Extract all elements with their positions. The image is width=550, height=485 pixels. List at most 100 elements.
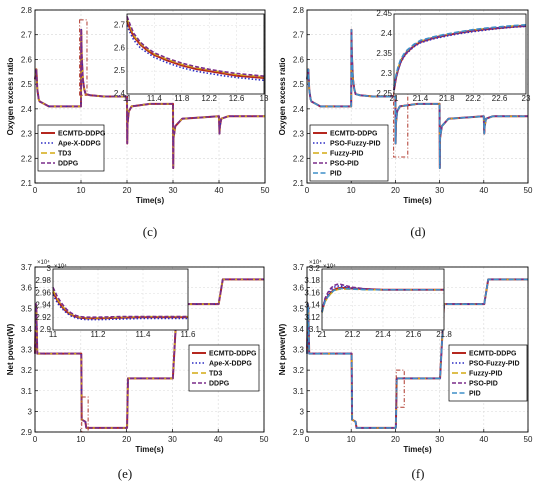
y-axis-label: Oxygen excess ratio xyxy=(6,57,15,135)
legend-entry: PSO-PID xyxy=(330,161,359,168)
y-tick-label: 2.4 xyxy=(21,105,33,114)
y-tick-label: 2.9 xyxy=(293,428,305,437)
inset-y-tick-label: 2.25 xyxy=(376,89,392,98)
inset-x-tick-label: 11.2 xyxy=(91,330,107,339)
inset-series-line-ddpg xyxy=(52,286,188,318)
legend-entry: TD3 xyxy=(209,371,222,378)
inset-y-tick-label: 2.9 xyxy=(40,325,52,334)
highlight-box xyxy=(393,92,409,158)
inset-x-tick-label: 22.6 xyxy=(492,94,508,103)
inset-x-tick-label: 11.6 xyxy=(181,330,197,339)
inset-y-tick-label: 2.94 xyxy=(35,301,51,310)
inset-multiplier: ×10⁴ xyxy=(323,263,336,270)
inset-y-tick-label: 2.7 xyxy=(114,20,126,29)
axis-multiplier: ×10⁴ xyxy=(309,259,322,266)
inset-multiplier: ×10⁴ xyxy=(54,263,67,270)
inset-series-line-ape-x-ddpg xyxy=(126,25,265,82)
chart-panel-c: 0 10 20 30 40 50 2.1 2.2 2.3 2.4 2.5 2.6 2.7 2.8 Time(… xyxy=(6,6,270,239)
inset-y-tick-label: 3.1 xyxy=(309,325,321,334)
inset-y-tick-label: 2.35 xyxy=(376,49,392,58)
x-tick-label: 40 xyxy=(215,186,224,195)
inset-frame xyxy=(126,13,265,95)
inset-y-tick-label: 3.16 xyxy=(304,288,320,297)
series-line-pid xyxy=(306,29,528,170)
inset-x-tick-label: 21.8 xyxy=(436,330,452,339)
inset-panel: 21 21.2 21.4 21.6 21.8 3.1 3.12 3.14 3.16 3.18 3.2… xyxy=(304,263,452,339)
inset-x-tick-label: 21.2 xyxy=(345,330,361,339)
x-tick-label: 0 xyxy=(305,435,310,444)
chart-panel-d: 0 10 20 30 40 50 2.1 2.2 2.3 2.4 2.5 2.6 2.7 2.8 Time(… xyxy=(278,6,533,239)
legend: ECMTD-DDPG PSO-Fuzzy-PID Fuzzy-PID PSO-PID P… xyxy=(309,124,389,182)
x-tick-label: 50 xyxy=(524,186,533,195)
plot-frame xyxy=(34,9,266,184)
x-axis-label: Time(s) xyxy=(403,445,432,454)
panel-caption: (d) xyxy=(410,224,425,239)
y-tick-label: 3.1 xyxy=(21,387,33,396)
inset-y-tick-label: 2.96 xyxy=(35,288,51,297)
y-tick-label: 2.9 xyxy=(21,428,33,437)
y-tick-label: 3.7 xyxy=(293,263,305,272)
inset-panel: 21 21.4 21.8 22.2 22.6 23 2.25 2.3 2.35 2.4 2.45 xyxy=(376,9,531,103)
series-line-ddpg xyxy=(34,278,264,429)
legend-entry: DDPG xyxy=(58,161,79,168)
inset-x-tick-label: 23 xyxy=(522,94,531,103)
legend-entry: PSO-Fuzzy-PID xyxy=(469,361,520,368)
inset-series-line-ecmtd-ddpg xyxy=(126,20,265,79)
inset-x-tick-label: 12.6 xyxy=(229,94,245,103)
inset-x-tick-label: 11.4 xyxy=(136,330,152,339)
panel-caption: (c) xyxy=(143,224,157,239)
inset-x-tick-label: 21.8 xyxy=(439,94,455,103)
legend: ECMTD-DDPG Ape-X-DDPG TD3 DDPG xyxy=(188,344,260,392)
y-tick-label: 2.3 xyxy=(293,130,305,139)
x-tick-label: 30 xyxy=(169,186,178,195)
series-line-pid xyxy=(306,278,528,429)
legend-entry: Ape-X-DDPG xyxy=(58,141,101,148)
chart-panel-f: 0 10 20 30 40 50 2.9 3 3.1 3.2 3.3 3.4 3.5 3.6 3.7 Time… xyxy=(278,259,533,481)
x-tick-label: 50 xyxy=(260,435,269,444)
inset-series-line-ddpg xyxy=(126,16,265,77)
x-tick-label: 30 xyxy=(435,435,444,444)
x-tick-label: 40 xyxy=(479,435,488,444)
highlight-box xyxy=(395,369,405,408)
axis-multiplier: ×10⁴ xyxy=(37,259,50,266)
inset-y-tick-label: 3.14 xyxy=(304,301,320,310)
legend-entry: PSO-Fuzzy-PID xyxy=(330,141,381,148)
legend-entry: Fuzzy-PID xyxy=(330,151,363,158)
legend-entry: ECMTD-DDPG xyxy=(330,131,378,138)
inset-x-tick-label: 21 xyxy=(318,330,327,339)
y-tick-label: 3.4 xyxy=(21,325,33,334)
inset-y-tick-label: 2.98 xyxy=(35,276,51,285)
x-axis-label: Time(s) xyxy=(136,196,165,205)
inset-frame xyxy=(321,268,445,331)
inset-series-line-ape-x-ddpg xyxy=(52,294,188,321)
inset-y-tick-label: 3.12 xyxy=(304,313,320,322)
y-tick-label: 2.2 xyxy=(293,154,305,163)
inset-y-tick-label: 2.45 xyxy=(376,9,392,18)
x-tick-label: 30 xyxy=(168,435,177,444)
inset-y-tick-label: 3.2 xyxy=(309,264,321,273)
y-tick-label: 3.3 xyxy=(21,346,33,355)
inset-y-tick-label: 2.4 xyxy=(381,29,393,38)
y-tick-label: 2.2 xyxy=(21,154,33,163)
x-tick-label: 0 xyxy=(33,186,38,195)
inset-x-tick-label: 11.4 xyxy=(147,94,163,103)
inset-x-tick-label: 21.4 xyxy=(413,94,429,103)
y-tick-label: 3.5 xyxy=(21,304,33,313)
y-tick-label: 2.5 xyxy=(21,80,33,89)
legend-entry: TD3 xyxy=(58,151,71,158)
y-tick-label: 2.5 xyxy=(293,80,305,89)
y-tick-label: 2.8 xyxy=(293,6,305,15)
y-tick-label: 3.2 xyxy=(293,366,305,375)
inset-x-tick-label: 22.2 xyxy=(465,94,481,103)
x-tick-label: 10 xyxy=(347,186,356,195)
legend-entry: Fuzzy-PID xyxy=(469,371,502,378)
y-tick-label: 2.7 xyxy=(293,31,305,40)
x-tick-label: 50 xyxy=(261,186,270,195)
x-tick-label: 0 xyxy=(33,435,38,444)
y-tick-label: 3.6 xyxy=(293,284,305,293)
x-tick-label: 20 xyxy=(122,435,131,444)
y-tick-label: 3.2 xyxy=(21,366,33,375)
x-tick-label: 50 xyxy=(524,435,533,444)
y-tick-label: 3.7 xyxy=(21,263,33,272)
inset-panel: 11 11.4 11.8 12.2 12.6 13 2.4 2.5 2.6 2.7 xyxy=(114,13,269,103)
